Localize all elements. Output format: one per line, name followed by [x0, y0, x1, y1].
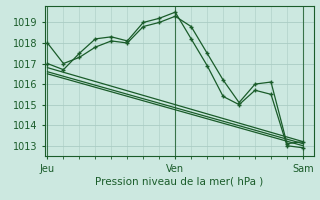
X-axis label: Pression niveau de la mer( hPa ): Pression niveau de la mer( hPa )	[95, 176, 263, 186]
